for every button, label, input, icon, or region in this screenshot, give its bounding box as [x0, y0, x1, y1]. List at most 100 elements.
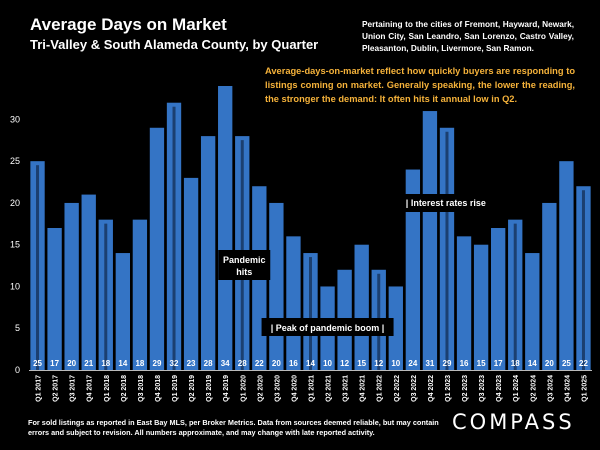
bar [132, 219, 148, 370]
x-tick-label: Q3 2018 [138, 375, 145, 402]
data-label: 25 [33, 359, 42, 368]
q1-stripe [513, 223, 517, 370]
x-tick-label: Q1 2023 [445, 375, 452, 402]
x-tick-label: Q4 2022 [428, 375, 435, 402]
y-tick-label: 20 [10, 198, 20, 208]
x-tick-label: Q2 2020 [257, 375, 264, 402]
y-tick-label: 5 [15, 323, 20, 333]
bar [422, 111, 438, 370]
data-label: 31 [425, 359, 434, 368]
data-label: 20 [67, 359, 76, 368]
data-label: 15 [477, 359, 486, 368]
x-tick-label: Q4 2019 [223, 375, 230, 402]
data-label: 25 [562, 359, 571, 368]
data-label: 32 [170, 359, 179, 368]
annotation-peak-boom: | Peak of pandemic boom | [271, 323, 385, 333]
data-label: 16 [289, 359, 298, 368]
x-tick-label: Q1 2017 [36, 375, 43, 402]
bar [269, 202, 284, 370]
q1-stripe [445, 131, 449, 370]
data-label: 20 [272, 359, 281, 368]
data-label: 29 [153, 359, 162, 368]
x-tick-label: Q1 2024 [513, 375, 520, 402]
x-tick-label: Q2 2017 [53, 375, 60, 402]
bar [354, 244, 369, 370]
x-tick-label: Q3 2024 [547, 375, 554, 402]
bar [47, 228, 62, 370]
bar [183, 177, 199, 370]
bar [491, 228, 506, 370]
data-label: 10 [323, 359, 332, 368]
data-label: 34 [221, 359, 230, 368]
data-label: 12 [374, 359, 383, 368]
data-label: 15 [357, 359, 366, 368]
x-tick-label: Q2 2024 [530, 375, 537, 402]
y-tick-label: 15 [10, 240, 20, 250]
data-label: 18 [101, 359, 110, 368]
x-tick-label: Q4 2023 [496, 375, 503, 402]
x-tick-label: Q4 2024 [564, 375, 571, 402]
x-tick-label: Q1 2025 [581, 375, 588, 402]
data-label: 28 [238, 359, 247, 368]
data-label: 22 [255, 359, 264, 368]
q1-stripe [172, 106, 176, 371]
x-tick-label: Q2 2023 [462, 375, 469, 402]
data-label: 14 [118, 359, 127, 368]
data-label: 18 [135, 359, 144, 368]
x-tick-label: Q2 2022 [394, 375, 401, 402]
chart-title: Average Days on Market [30, 15, 227, 34]
annotation-box [399, 194, 514, 212]
x-tick-label: Q3 2020 [274, 375, 281, 402]
data-label: 28 [204, 359, 213, 368]
annotation-box [218, 250, 271, 280]
explanation-note: Average-days-on-market reflect how quick… [265, 66, 575, 104]
bar [200, 136, 216, 370]
bar [64, 202, 79, 370]
bar [405, 169, 421, 370]
bar [388, 286, 403, 370]
y-tick-label: 30 [10, 114, 20, 124]
annotation-interest-rates: | Interest rates rise [406, 198, 486, 208]
bar [525, 253, 540, 370]
bar [218, 86, 233, 370]
data-label: 22 [579, 359, 588, 368]
data-label: 14 [306, 359, 315, 368]
x-tick-label: Q4 2017 [87, 375, 94, 402]
x-tick-label: Q2 2018 [121, 375, 128, 402]
x-tick-label: Q1 2018 [104, 375, 111, 402]
data-label: 23 [187, 359, 196, 368]
chart-subtitle: Tri-Valley & South Alameda County, by Qu… [30, 37, 319, 52]
q1-stripe [104, 223, 108, 370]
x-tick-label: Q3 2023 [479, 375, 486, 402]
bar [115, 253, 130, 370]
x-tick-label: Q4 2021 [360, 375, 367, 402]
annotation-pandemic-hits: Pandemic hits [223, 255, 266, 277]
x-tick-label: Q1 2022 [377, 375, 384, 402]
q1-stripe [309, 257, 312, 370]
x-tick-label: Q2 2021 [326, 375, 333, 402]
data-label: 14 [528, 359, 537, 368]
y-tick-label: 10 [10, 281, 20, 291]
bar [456, 236, 472, 370]
y-tick-label: 0 [15, 365, 20, 375]
x-tick-label: Q4 2020 [291, 375, 298, 402]
data-label: 18 [511, 359, 520, 368]
data-label: 17 [50, 359, 59, 368]
annotation-box [261, 318, 394, 336]
bar [149, 127, 165, 370]
bar [286, 236, 301, 370]
x-tick-label: Q3 2019 [206, 375, 213, 402]
data-label: 10 [391, 359, 400, 368]
x-tick-label: Q2 2019 [189, 375, 196, 402]
q1-stripe [36, 165, 40, 370]
q1-stripe [581, 190, 585, 370]
x-tick-label: Q3 2022 [411, 375, 418, 402]
bar [81, 194, 96, 370]
x-tick-label: Q4 2018 [155, 375, 162, 402]
bar [559, 161, 574, 370]
bar [473, 244, 489, 370]
footer-disclaimer: For sold listings as reported in East Ba… [28, 418, 439, 437]
y-tick-label: 25 [10, 156, 20, 166]
